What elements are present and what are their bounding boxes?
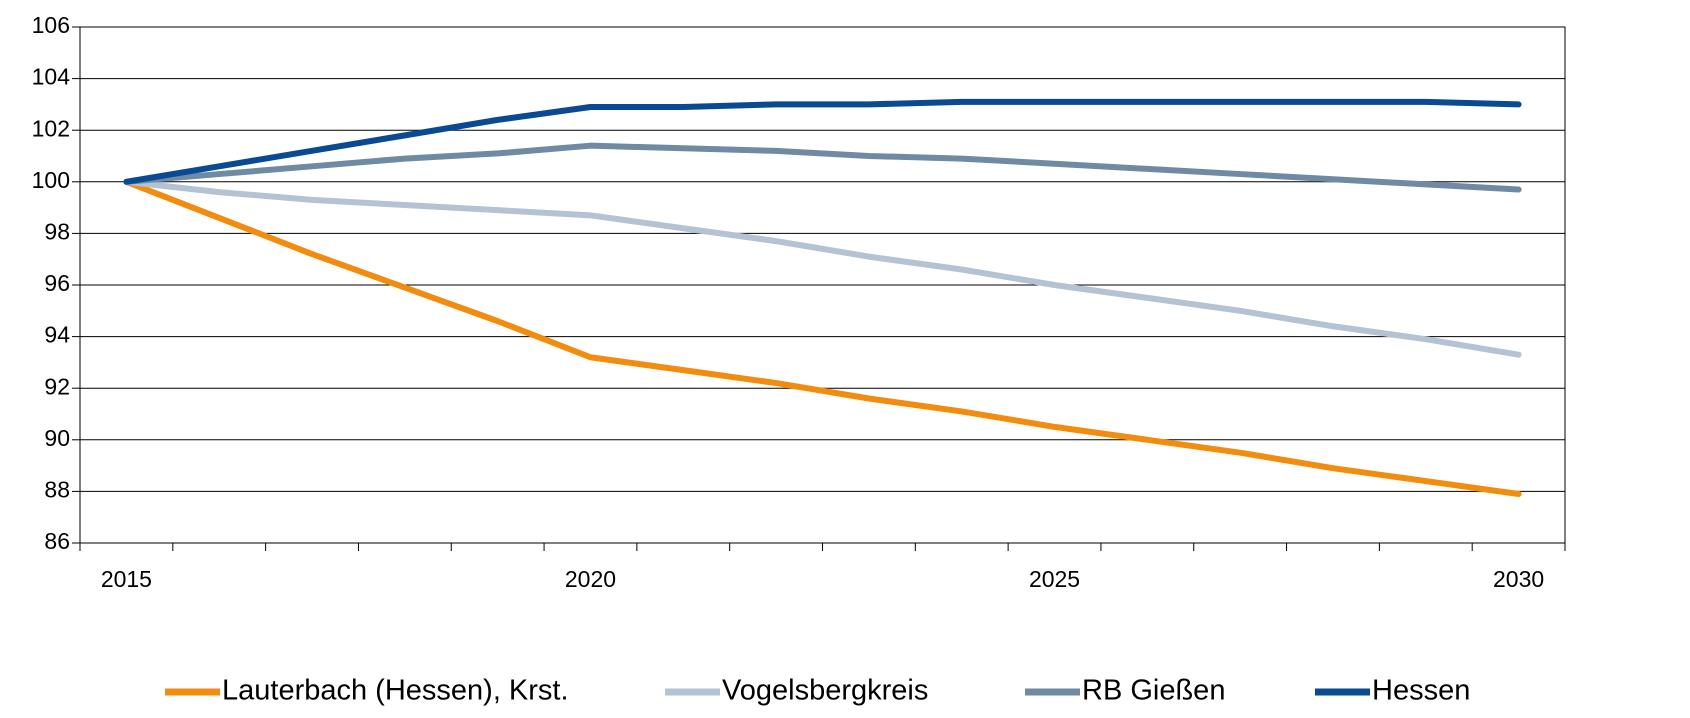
y-tick-label: 96 xyxy=(44,270,70,296)
y-tick-label: 102 xyxy=(32,115,70,141)
series-line xyxy=(123,98,1522,185)
y-tick-label: 92 xyxy=(44,373,70,399)
legend-label: Lauterbach (Hessen), Krst. xyxy=(222,675,569,707)
y-tick-label: 100 xyxy=(32,167,70,193)
legend-label: Hessen xyxy=(1372,675,1470,707)
y-tick-label: 98 xyxy=(44,218,70,244)
legend-label: Vogelsbergkreis xyxy=(722,675,928,707)
y-tick-label: 104 xyxy=(32,64,71,90)
y-tick-label: 86 xyxy=(44,528,70,554)
legend: Lauterbach (Hessen), Krst. Vogelsbergkrei… xyxy=(165,675,1470,707)
legend-label: RB Gießen xyxy=(1082,675,1225,707)
x-tick-label: 2015 xyxy=(101,566,152,592)
x-tick-label: 2020 xyxy=(565,566,616,592)
series-line xyxy=(123,178,1522,497)
y-tick-label: 88 xyxy=(44,476,70,502)
y-tick-label: 90 xyxy=(44,425,70,451)
x-tick-label: 2025 xyxy=(1029,566,1080,592)
y-tick-label: 94 xyxy=(44,322,70,348)
x-tick-label: 2030 xyxy=(1493,566,1544,592)
series-line xyxy=(123,178,1522,358)
series-line xyxy=(123,142,1522,193)
y-tick-label: 106 xyxy=(32,12,70,38)
